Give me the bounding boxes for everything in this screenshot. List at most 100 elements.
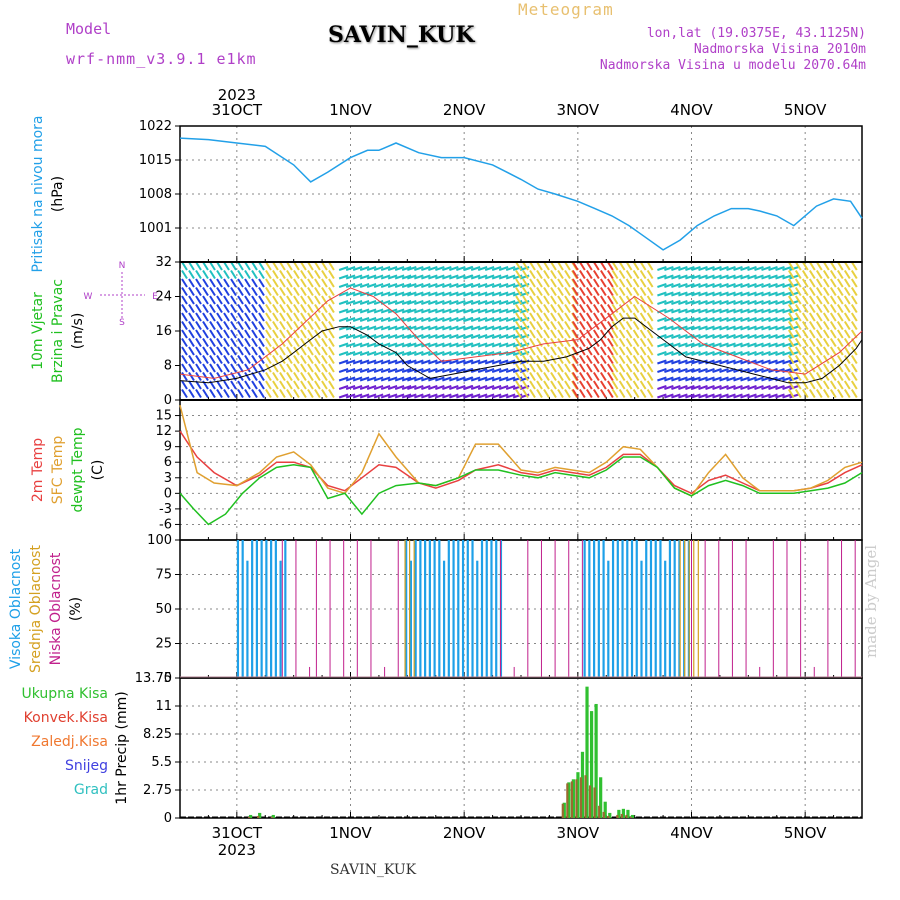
wind-barb <box>585 286 593 297</box>
wind-barb <box>407 385 417 390</box>
wind-barb <box>321 269 328 280</box>
y-tick-label: 0 <box>164 486 172 501</box>
wind-barb <box>314 371 321 382</box>
wind-barb <box>414 351 424 356</box>
wind-barb <box>599 371 607 382</box>
wind-barb <box>380 351 391 356</box>
wind-barb <box>829 295 837 305</box>
wind-barb <box>698 342 708 348</box>
wind-barb <box>801 278 809 288</box>
wind-barb <box>719 385 729 390</box>
wind-barb <box>352 266 363 271</box>
wind-barb <box>592 346 600 356</box>
wind-barb <box>719 359 729 365</box>
precip-bar <box>576 772 580 818</box>
wind-barb <box>698 376 708 382</box>
wind-barb <box>671 300 681 305</box>
wind-barb <box>195 363 202 373</box>
wind-barb <box>578 262 586 271</box>
wind-barb <box>522 286 529 297</box>
wind-barb <box>787 303 795 314</box>
wind-barb <box>843 295 851 305</box>
wind-barb <box>286 388 293 399</box>
wind-barb <box>237 380 244 390</box>
wind-gust-line <box>179 287 863 379</box>
wind-barb <box>505 291 516 297</box>
wind-barb <box>435 342 445 348</box>
wind-barb <box>321 337 328 348</box>
wind-barb <box>359 291 370 297</box>
wind-barb <box>592 380 600 390</box>
wind-barb <box>625 262 633 271</box>
wind-barb <box>401 317 412 322</box>
wind-barb <box>557 371 564 382</box>
wind-barb <box>449 274 459 280</box>
wind-barb <box>691 376 701 382</box>
wind-barb <box>188 388 195 399</box>
wind-barb <box>188 380 195 390</box>
wind-barb <box>286 337 293 348</box>
wind-barb <box>618 269 626 280</box>
wind-barb <box>578 329 586 339</box>
wind-barb <box>380 368 391 373</box>
wind-barb <box>599 346 607 356</box>
wind-barb <box>747 266 757 271</box>
wind-barb <box>470 393 481 399</box>
wind-barb <box>585 320 593 331</box>
wind-barb <box>394 393 405 399</box>
wind-barb <box>321 363 328 373</box>
wind-barb <box>286 303 293 314</box>
wind-barb <box>421 325 431 331</box>
wind-barb <box>202 371 209 382</box>
wind-barb <box>585 269 593 280</box>
wind-barb <box>571 320 579 331</box>
wind-barb <box>401 334 412 339</box>
wind-barb <box>775 283 785 288</box>
wind-barb <box>300 363 307 373</box>
compass-label: W <box>84 292 93 302</box>
wind-barb <box>678 334 688 339</box>
wind-barb <box>657 334 667 339</box>
wind-barb <box>484 317 495 322</box>
conv-precip-bar <box>270 816 273 818</box>
wind-barb <box>822 312 830 322</box>
wind-barb <box>829 286 837 297</box>
wind-barb <box>407 274 417 280</box>
high-cloud-bar <box>414 540 417 677</box>
wind-barb <box>505 283 516 288</box>
wind-barb <box>387 317 398 322</box>
wind-barb <box>611 346 619 356</box>
wind-barb <box>529 388 536 399</box>
wind-barb <box>195 269 202 280</box>
wind-barb <box>782 325 792 331</box>
wind-barb <box>512 325 523 331</box>
station-title: SAVIN_KUK <box>328 22 475 48</box>
wind-barb <box>536 363 543 373</box>
wind-barb <box>442 317 452 322</box>
wind-barb <box>272 295 279 305</box>
wind-barb <box>216 286 223 297</box>
wind-barb <box>380 359 391 365</box>
wind-barb <box>251 312 258 322</box>
high-cloud-bar <box>583 540 586 677</box>
wind-barb <box>505 376 516 382</box>
wind-barb <box>782 308 792 314</box>
wind-barb <box>463 308 474 314</box>
wind-barb <box>265 329 272 339</box>
wind-barb <box>505 359 516 365</box>
wind-barb <box>740 325 750 331</box>
wind-barb <box>606 262 614 271</box>
wind-barb <box>585 371 593 382</box>
wind-barb <box>202 320 209 331</box>
wind-barb <box>543 295 550 305</box>
wind-barb <box>401 300 412 305</box>
wind-barb <box>782 283 792 288</box>
wind-barb <box>578 363 586 373</box>
wind-barb <box>592 329 600 339</box>
wind-barb <box>646 363 654 373</box>
wind-barb <box>685 291 695 297</box>
wind-barb <box>442 325 452 331</box>
y-axis-title: (hPa) <box>50 176 66 212</box>
wind-barb <box>801 295 809 305</box>
high-cloud-bar <box>597 540 600 677</box>
